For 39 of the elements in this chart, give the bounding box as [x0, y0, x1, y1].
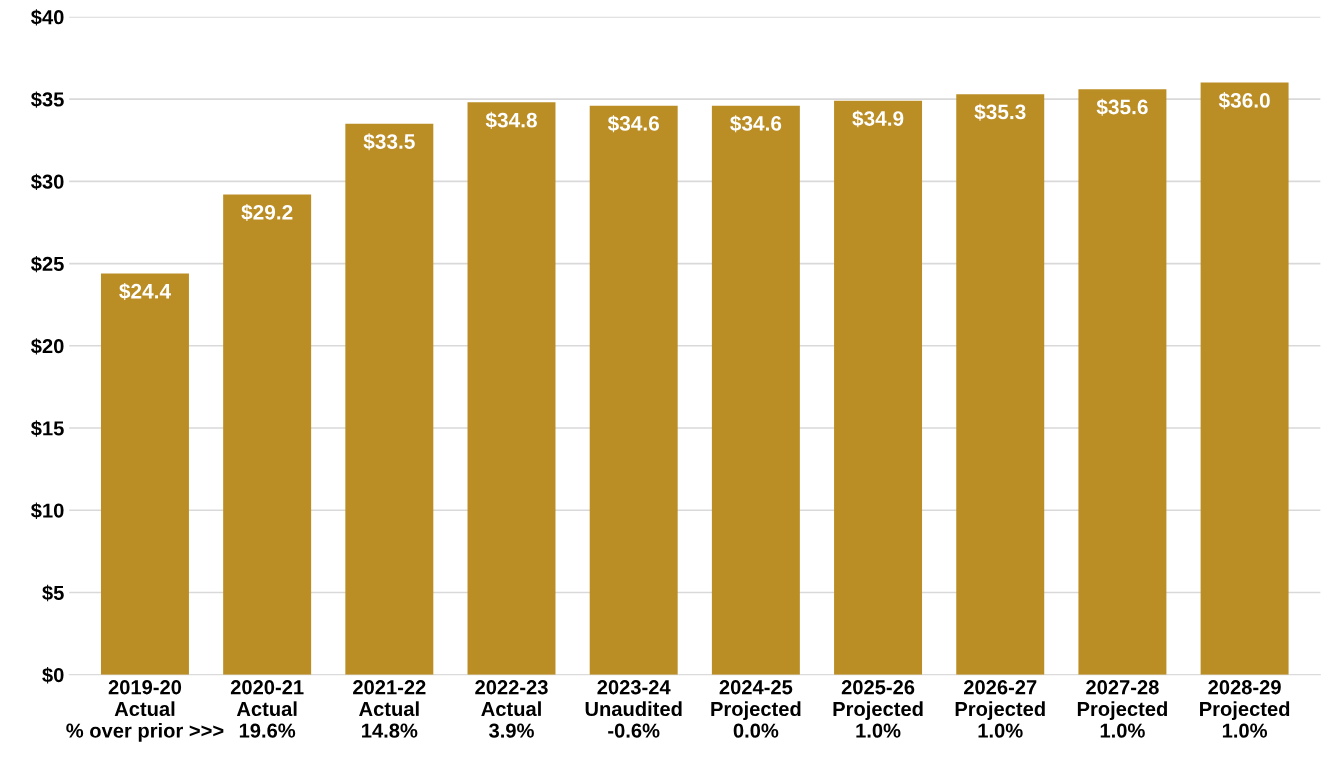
- y-tick-label: $25: [31, 255, 64, 273]
- y-tick-label: $15: [31, 420, 64, 437]
- bar: [956, 94, 1045, 675]
- bar: [711, 105, 800, 675]
- y-tick-label: $20: [31, 338, 64, 355]
- y-tick-label: $10: [31, 502, 64, 520]
- y-tick-label: $0: [42, 667, 64, 684]
- bar: [1078, 89, 1167, 675]
- x-tick-label: 2028-29 Projected 1.0%: [1200, 680, 1290, 738]
- data-label: $36.0: [1218, 92, 1270, 110]
- x-tick-label: 2022-23 Actual 3.9%: [475, 680, 548, 738]
- data-label: $24.4: [119, 282, 171, 300]
- y-tick-label: $40: [31, 9, 64, 26]
- bar: [467, 102, 556, 675]
- data-label: $34.9: [852, 110, 904, 128]
- x-tick-label: 2023-24 Unaudited -0.6%: [585, 680, 682, 738]
- y-tick-label: $5: [42, 584, 64, 602]
- x-tick-label: 2025-26 Projected 1.0%: [833, 680, 923, 738]
- x-tick-label: 2021-22 Actual 14.8%: [353, 680, 426, 738]
- data-label: $34.6: [730, 115, 782, 133]
- x-tick-label: 2027-28 Projected 1.0%: [1077, 680, 1167, 738]
- x-tick-label: 2026-27 Projected 1.0%: [955, 680, 1045, 738]
- data-label: $34.8: [485, 111, 537, 129]
- x-tick-label: 2024-25 Projected 0.0%: [711, 680, 801, 738]
- x-tick-label: 2019-20 Actual % over prior >>>: [66, 680, 224, 742]
- data-label: $35.6: [1096, 98, 1148, 116]
- data-label: $34.6: [607, 115, 660, 133]
- y-tick-label: $30: [31, 173, 64, 191]
- data-label: $33.5: [363, 133, 415, 151]
- bar: [345, 123, 434, 675]
- bar: [834, 100, 923, 675]
- bar: [589, 105, 678, 675]
- y-tick-label: $35: [31, 91, 64, 108]
- bar: [1200, 82, 1289, 675]
- data-label: $35.3: [974, 103, 1026, 121]
- bar: [223, 194, 312, 675]
- x-tick-label: 2020-21 Actual 19.6%: [230, 680, 304, 738]
- data-label: $29.2: [241, 203, 293, 221]
- bar: [100, 273, 189, 675]
